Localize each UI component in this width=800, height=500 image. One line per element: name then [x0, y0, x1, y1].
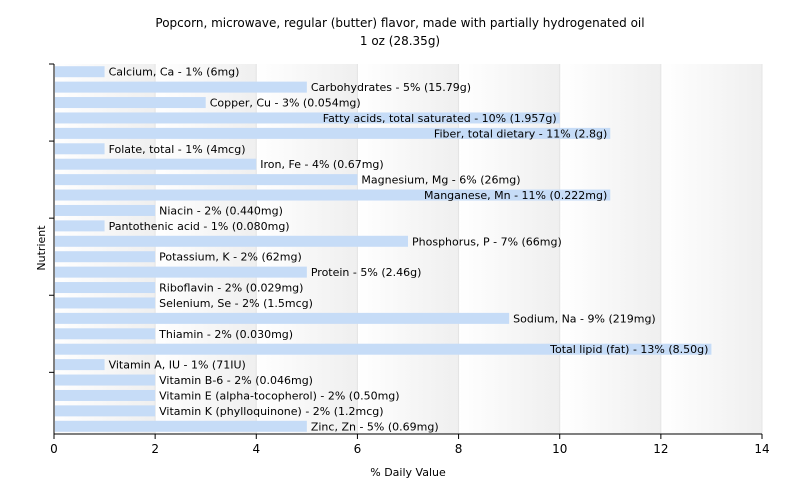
- bar: [55, 389, 156, 401]
- bar-label: Protein - 5% (2.46g): [311, 266, 422, 279]
- plot-background: [54, 64, 763, 434]
- bar: [55, 81, 307, 93]
- grid-band: [458, 64, 560, 434]
- bar: [55, 112, 560, 124]
- x-axis-title: % Daily Value: [370, 466, 446, 479]
- bar: [55, 143, 105, 155]
- bar-label: Vitamin K (phylloquinone) - 2% (1.2mcg): [159, 405, 383, 418]
- bar: [55, 251, 156, 263]
- bar-label: Carbohydrates - 5% (15.79g): [311, 81, 471, 94]
- bar: [55, 420, 307, 432]
- grid-band: [559, 64, 661, 434]
- bar: [55, 235, 408, 247]
- grid-band: [155, 64, 257, 434]
- bar-label: Iron, Fe - 4% (0.67mg): [260, 158, 383, 171]
- x-tick-label: 12: [653, 442, 668, 456]
- bar: [55, 189, 611, 201]
- grid-band: [660, 64, 762, 434]
- bar-label: Pantothenic acid - 1% (0.080mg): [109, 220, 290, 233]
- bar-label: Copper, Cu - 3% (0.054mg): [210, 97, 361, 110]
- bar: [55, 158, 257, 170]
- x-tick-label: 0: [50, 442, 58, 456]
- y-axis-title: Nutrient: [35, 225, 48, 271]
- grid-band: [256, 64, 358, 434]
- bar: [55, 282, 156, 294]
- axes-group: 0 2 4 6 8 10 12 14: [49, 63, 770, 456]
- bar: [55, 297, 156, 309]
- bar-label: Riboflavin - 2% (0.029mg): [159, 282, 303, 295]
- x-tick-label: 14: [754, 442, 769, 456]
- bar-label: Thiamin - 2% (0.030mg): [158, 328, 293, 341]
- bar-label: Potassium, K - 2% (62mg): [159, 251, 302, 264]
- bar-label: Selenium, Se - 2% (1.5mcg): [159, 297, 313, 310]
- bar: [55, 312, 510, 324]
- bar-label: Magnesium, Mg - 6% (26mg): [361, 174, 520, 187]
- chart-title: Popcorn, microwave, regular (butter) fla…: [155, 16, 644, 30]
- grid-band: [54, 64, 156, 434]
- bar: [55, 343, 712, 355]
- x-tick-label: 6: [354, 442, 362, 456]
- bar: [55, 328, 156, 340]
- bar-label: Calcium, Ca - 1% (6mg): [109, 66, 240, 79]
- bar-label: Fatty acids, total saturated - 10% (1.95…: [323, 112, 557, 125]
- bar: [55, 359, 105, 371]
- bar-label: Phosphorus, P - 7% (66mg): [412, 235, 562, 248]
- bar-label: Vitamin B-6 - 2% (0.046mg): [159, 374, 313, 387]
- bar: [55, 204, 156, 216]
- bar: [55, 97, 206, 109]
- bar: [55, 66, 105, 78]
- bars-group: Calcium, Ca - 1% (6mg) Carbohydrates - 5%…: [55, 66, 712, 433]
- bar: [55, 127, 611, 139]
- bar-label: Zinc, Zn - 5% (0.69mg): [311, 420, 439, 433]
- bar-label: Sodium, Na - 9% (219mg): [513, 312, 656, 325]
- bar-label: Niacin - 2% (0.440mg): [159, 204, 283, 217]
- bar: [55, 174, 358, 186]
- bar-label: Fiber, total dietary - 11% (2.8g): [434, 127, 607, 140]
- x-tick-label: 4: [252, 442, 260, 456]
- bar-label: Total lipid (fat) - 13% (8.50g): [549, 343, 708, 356]
- bar-label: Folate, total - 1% (4mcg): [109, 143, 246, 156]
- bar-label: Manganese, Mn - 11% (0.222mg): [424, 189, 607, 202]
- bar: [55, 374, 156, 386]
- bar: [55, 220, 105, 232]
- bar-label: Vitamin E (alpha-tocopherol) - 2% (0.50m…: [159, 389, 399, 402]
- chart-subtitle: 1 oz (28.35g): [360, 34, 440, 48]
- bar: [55, 405, 156, 417]
- x-tick-label: 8: [455, 442, 463, 456]
- grid-band: [357, 64, 459, 434]
- x-tick-label: 10: [552, 442, 567, 456]
- x-tick-label: 2: [151, 442, 159, 456]
- bar-label: Vitamin A, IU - 1% (71IU): [109, 359, 246, 372]
- bar: [55, 266, 307, 278]
